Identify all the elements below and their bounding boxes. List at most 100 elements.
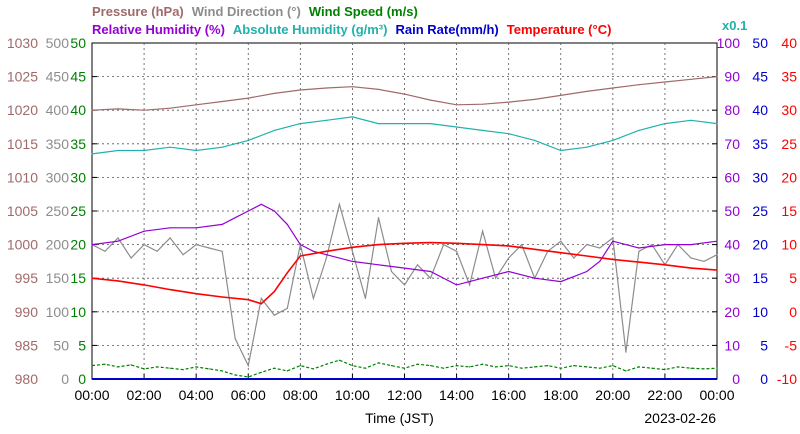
data-point-wind-direction [586, 244, 588, 246]
y-tick-label-wind-dir: 450 [46, 69, 70, 85]
data-point-wind-speed-m-s [651, 367, 653, 369]
data-point-relative-humidity [690, 244, 692, 246]
data-point-wind-speed-m-s [703, 368, 705, 370]
data-point-wind-speed-m-s [534, 366, 536, 368]
data-point-wind-speed-m-s [130, 364, 132, 366]
data-point-wind-speed-m-s [208, 368, 210, 370]
x-tick-label: 00:00 [699, 387, 734, 403]
y-tick-label-wind-speed: 45 [70, 69, 86, 85]
data-point-wind-speed-m-s [286, 370, 288, 372]
data-point-wind-speed-m-s [169, 367, 171, 369]
y-tick-label-humidity: 40 [724, 237, 740, 253]
data-point-wind-direction [169, 237, 171, 239]
data-point-temperature-c [195, 293, 197, 295]
y-tick-label-temperature: 25 [781, 136, 797, 152]
y-tick-label-rain: 10 [752, 304, 768, 320]
data-point-absolute-humidity-g-m [534, 139, 536, 141]
legend-entry: Temperature (°C) [507, 22, 612, 37]
data-point-relative-humidity [638, 247, 640, 249]
x-tick-label: 18:00 [543, 387, 578, 403]
y-tick-label-temperature: -10 [777, 371, 797, 387]
data-point-wind-direction [625, 351, 627, 353]
data-point-relative-humidity [299, 244, 301, 246]
data-point-absolute-humidity-g-m [586, 146, 588, 148]
data-point-relative-humidity [221, 223, 223, 225]
data-point-relative-humidity [612, 240, 614, 242]
data-point-relative-humidity [117, 240, 119, 242]
y-tick-label-wind-speed: 25 [70, 203, 86, 219]
data-point-wind-direction [338, 203, 340, 205]
data-point-absolute-humidity-g-m [273, 129, 275, 131]
y-tick-label-pressure: 985 [15, 337, 39, 353]
y-tick-label-rain: 35 [752, 136, 768, 152]
data-point-relative-humidity [273, 210, 275, 212]
data-point-wind-direction [716, 254, 718, 256]
y-tick-label-pressure: 980 [15, 371, 39, 387]
x-tick-label: 08:00 [283, 387, 318, 403]
y-tick-label-temperature: 15 [781, 203, 797, 219]
data-point-pressure-hpa [716, 76, 718, 78]
data-point-wind-direction [443, 244, 445, 246]
data-point-wind-speed-m-s [690, 367, 692, 369]
data-point-wind-direction [429, 277, 432, 279]
data-point-pressure-hpa [612, 87, 614, 89]
data-point-temperature-c [638, 261, 640, 263]
y-tick-label-temperature: 35 [781, 69, 797, 85]
data-point-wind-direction [325, 257, 327, 259]
data-point-temperature-c [664, 264, 666, 266]
data-point-wind-speed-m-s [247, 376, 249, 378]
data-point-wind-speed-m-s [221, 370, 223, 372]
data-point-wind-speed-m-s [312, 368, 314, 370]
data-point-absolute-humidity-g-m [482, 129, 484, 131]
y-tick-label-wind-dir: 250 [46, 203, 70, 219]
data-point-absolute-humidity-g-m [195, 149, 197, 152]
data-point-wind-direction [104, 250, 106, 252]
data-point-temperature-c [586, 255, 588, 257]
data-point-relative-humidity [91, 244, 93, 246]
data-point-wind-direction [638, 250, 640, 252]
data-point-pressure-hpa [273, 92, 275, 94]
legend-entry: Wind Speed (m/s) [309, 4, 418, 19]
data-point-absolute-humidity-g-m [690, 119, 692, 121]
data-point-wind-direction [469, 284, 471, 286]
data-point-relative-humidity [351, 260, 353, 262]
data-point-pressure-hpa [664, 81, 666, 83]
data-point-wind-speed-m-s [377, 362, 380, 364]
data-point-wind-speed-m-s [182, 369, 184, 371]
data-point-temperature-c [117, 280, 119, 282]
data-point-temperature-c [429, 242, 432, 244]
data-point-temperature-c [690, 267, 692, 269]
data-point-wind-direction [403, 284, 406, 286]
data-point-pressure-hpa [482, 103, 484, 105]
data-point-wind-speed-m-s [443, 367, 445, 369]
data-point-wind-speed-m-s [260, 371, 262, 373]
y-tick-label-wind-speed: 0 [78, 371, 86, 387]
data-point-wind-direction [651, 244, 653, 246]
data-point-pressure-hpa [534, 98, 536, 100]
data-point-wind-direction [117, 237, 119, 239]
y-tick-label-pressure: 1015 [7, 136, 38, 152]
x-tick-label: 06:00 [231, 387, 266, 403]
data-point-relative-humidity [143, 230, 145, 232]
data-point-wind-direction [703, 260, 705, 262]
data-point-temperature-c [456, 242, 458, 244]
legend-entry: Rain Rate(mm/h) [395, 22, 498, 37]
data-point-wind-direction [599, 247, 601, 249]
data-point-wind-direction [364, 297, 366, 299]
data-point-relative-humidity [534, 277, 536, 279]
y-tick-label-rain: 30 [752, 169, 768, 185]
data-point-pressure-hpa [429, 99, 432, 101]
data-point-wind-direction [234, 338, 236, 340]
y-tick-label-wind-speed: 15 [70, 270, 86, 286]
data-point-temperature-c [273, 291, 275, 293]
legend-entry: Relative Humidity (%) [92, 22, 225, 37]
data-point-wind-speed-m-s [403, 367, 406, 369]
data-point-wind-speed-m-s [469, 366, 471, 368]
y-tick-label-wind-dir: 300 [46, 169, 70, 185]
data-point-temperature-c [91, 277, 93, 279]
data-point-absolute-humidity-g-m [169, 146, 171, 148]
data-point-temperature-c [221, 296, 223, 298]
y-tick-label-wind-dir: 350 [46, 136, 70, 152]
data-point-wind-speed-m-s [521, 367, 523, 369]
data-point-wind-speed-m-s [664, 369, 666, 371]
